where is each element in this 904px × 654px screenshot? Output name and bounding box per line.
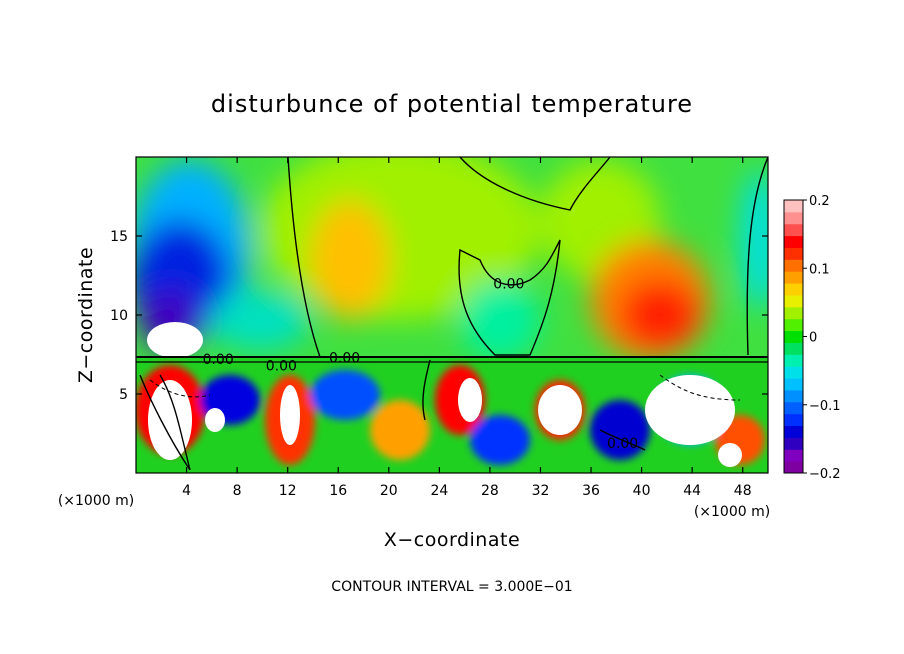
colorbar-swatch — [784, 330, 803, 343]
colorbar-swatch — [784, 401, 803, 415]
x-tick-label: 44 — [683, 483, 701, 499]
y-axis-label: Z−coordinate — [75, 247, 97, 383]
colorbar-swatch — [784, 235, 803, 248]
x-tick-label: 36 — [582, 483, 600, 499]
colorbar-swatch — [784, 461, 803, 474]
contour-label: 0.00 — [607, 436, 638, 452]
x-tick-label: 28 — [481, 483, 499, 499]
contour-label: 0.00 — [203, 352, 234, 368]
y-tick-label: 15 — [110, 229, 128, 245]
x-tick-label: 40 — [633, 483, 651, 499]
colorbar-swatch — [784, 200, 803, 213]
colorbar-tick-label: −0.1 — [809, 399, 841, 414]
colorbar-swatch — [784, 271, 803, 284]
x-axis-label: X−coordinate — [384, 529, 520, 551]
x-tick-label: 16 — [329, 483, 347, 499]
heatmap-field — [136, 157, 768, 473]
colorbar-swatch — [784, 294, 803, 308]
colorbar-tick-label: 0 — [809, 331, 817, 346]
colorbar-swatch — [784, 413, 803, 427]
colorbar-swatch — [784, 449, 803, 462]
colorbar-swatch — [784, 342, 803, 355]
colorbar-swatch — [784, 211, 803, 225]
colorbar-swatch — [784, 389, 803, 403]
x-tick-label: 8 — [233, 483, 242, 499]
contour-interval-note: CONTOUR INTERVAL = 3.000E−01 — [331, 579, 572, 595]
colorbar-tick-label: −0.2 — [809, 467, 841, 482]
y-tick-label: 5 — [119, 387, 128, 403]
colorbar-swatch — [784, 366, 803, 379]
colorbar-swatch — [784, 425, 803, 438]
x-tick-label: 20 — [380, 483, 398, 499]
x-tick-label: 12 — [279, 483, 297, 499]
y-tick-label: 10 — [110, 308, 128, 324]
colorbar-tick-label: 0.2 — [809, 194, 830, 209]
contour-label: 0.00 — [266, 359, 297, 375]
colorbar-tick-label: 0.1 — [809, 262, 830, 277]
colorbar-swatch — [784, 437, 803, 450]
colorbar-swatch — [784, 283, 803, 296]
colorbar-swatch — [784, 306, 803, 320]
colorbar-swatch — [784, 259, 803, 272]
x-tick-label: 4 — [182, 483, 191, 499]
colorbar-swatch — [784, 223, 803, 237]
colorbar-swatch — [784, 378, 803, 391]
x-tick-label: 48 — [734, 483, 752, 499]
x-unit-label-left: (×1000 m) — [58, 493, 134, 509]
x-unit-label-right: (×1000 m) — [694, 504, 770, 520]
chart-title: disturbunce of potential temperature — [211, 90, 693, 118]
colorbar-swatch — [784, 318, 803, 332]
x-tick-label: 32 — [532, 483, 550, 499]
x-tick-label: 24 — [430, 483, 448, 499]
colorbar-swatch — [784, 247, 803, 260]
colorbar-swatch — [784, 354, 803, 367]
contour-label: 0.00 — [329, 351, 360, 367]
contour-label: 0.00 — [493, 276, 524, 292]
